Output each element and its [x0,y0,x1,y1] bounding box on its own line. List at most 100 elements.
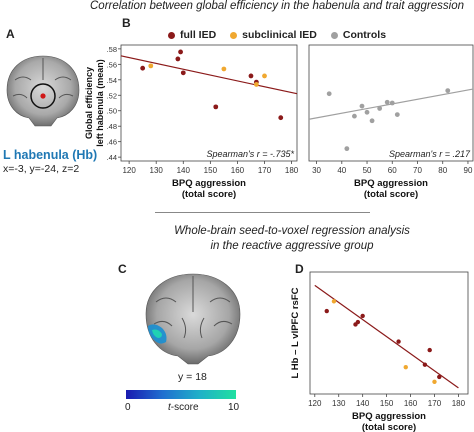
b-right-x-axis-label: BPQ aggression [354,178,428,189]
colorbar-max-label: 10 [228,402,240,413]
legend-item-full-ied: full IED [168,29,216,41]
d-x-tick-label: 170 [428,399,442,408]
d-point-subclinical-ied [403,364,408,370]
b-right-point-controls [326,91,332,97]
b-right-point-controls [344,146,350,152]
legend-label-full-ied: full IED [180,29,217,41]
d-x-axis-label: BPQ aggression [352,411,426,422]
panel-b-charts: 120 130 140 150 160 170 180 .44 .46 .48 .50 .52 .54.… [84,44,474,200]
b-right-point-controls [377,106,383,111]
panel-c-brain [145,273,241,365]
b-right-x-tick-label: 90 [464,166,473,175]
d-point-full-ied [396,339,401,344]
b-right-x-tick-label: 30 [312,166,321,175]
legend-item-subclinical-ied: subclinical IED [230,29,317,41]
b-left-point-full-ied [278,115,284,121]
colorbar-title-t: t [168,402,171,413]
b-left-x-tick-label: 160 [231,166,245,175]
d-x-tick-label: 160 [404,399,418,408]
panel-label-a: A [6,27,15,41]
habenula-marker [40,93,46,99]
panel-d-chart: 120 130 140 150 160 170 180 BPQ aggression(tota… [290,271,469,432]
b-left-point-full-ied [213,104,219,110]
b-right-x-tick-label: 70 [413,166,422,175]
b-right-x-tick-label: 60 [388,166,397,175]
b-left-x-tick-label: 170 [258,166,272,175]
colorbar-title: t-score [168,402,199,413]
b-left-y-axis-label: left habenula (mean) [95,59,105,147]
colorbar-min-label: 0 [125,402,131,413]
b-left-x-tick-label: 150 [204,166,218,175]
header-mid-line-1: Whole-brain seed-to-voxel regression ana… [174,225,410,237]
d-x-tick-label: 130 [332,399,346,408]
d-point-subclinical-ied [432,379,437,384]
b-left-y-tick-label: .50 [107,107,117,116]
b-left-x-tick-label: 130 [150,166,164,175]
legend-label-controls: Controls [342,29,387,41]
d-x-axis-label: (total score) [362,422,416,432]
b-left-point-full-ied [180,70,186,76]
b-left-annotation: Spearman's r = -.735* [206,149,294,159]
colorbar-title-suffix: -score [170,402,199,413]
d-point-subclinical-ied [331,299,337,304]
b-left-point-full-ied [140,65,146,71]
b-left-y-tick-label: .46 [107,138,117,147]
b-left-y-tick-label: .54 [107,76,117,85]
habenula-coords: x=-3, y=-24, z=2 [3,163,80,175]
b-left-point-full-ied [248,73,254,79]
d-x-tick-label: 140 [356,399,370,408]
colorbar [126,390,236,399]
panel-label-d: D [295,262,304,276]
b-left-regression-line [120,55,298,95]
b-right-point-controls [359,103,365,109]
b-left-y-tick-label: .44 [107,153,117,162]
d-point-full-ied [427,347,432,353]
b-left-y-axis-label: Global efficiency [84,67,94,139]
panel-a-brain [6,55,80,127]
d-point-full-ied [437,374,442,380]
header-top: Correlation between global efficiency in… [90,0,464,12]
b-left-y-tick-label: .58 [107,45,117,54]
d-x-tick-label: 180 [452,399,466,408]
d-point-full-ied [355,319,361,325]
b-right-point-controls [394,112,400,117]
b-right-point-controls [369,118,375,124]
b-right-x-tick-label: 80 [438,166,447,175]
b-right-annotation: Spearman's r = .217 [389,149,471,159]
slice-label: y = 18 [178,371,207,383]
legend-swatch-subclinical-ied [230,31,238,39]
b-left-x-tick-label: 180 [285,166,299,175]
b-right-point-controls [384,99,390,105]
legend: full IED subclinical IED Controls [168,29,386,41]
d-regression-line [314,284,459,389]
b-left-y-tick-label: .48 [107,122,117,131]
b-left-point-subclinical-ied [253,82,259,87]
section-divider [155,212,370,213]
habenula-title: L habenula (Hb) [3,148,98,162]
d-plot-frame [309,271,469,395]
b-left-y-tick-label: .56 [107,60,117,69]
panel-label-c: C [118,262,127,276]
legend-swatch-full-ied [168,31,175,39]
habenula-highlight-circle [30,83,56,109]
b-left-x-axis-label: BPQ aggression [172,178,246,189]
b-left-point-full-ied [175,56,181,62]
b-left-y-tick-label: .52 [107,91,117,100]
d-x-tick-label: 150 [380,399,394,408]
b-right-point-controls [352,113,357,119]
b-right-x-axis-label: (total score) [364,189,418,200]
b-left-point-subclinical-ied [148,63,154,69]
b-right-x-tick-label: 40 [337,166,346,175]
b-right-point-controls [445,88,451,94]
b-left-point-full-ied [178,49,183,55]
brain-coronal-slice [6,55,80,127]
b-left-plot-frame [120,44,298,162]
b-left-x-tick-label: 140 [177,166,191,175]
b-left-point-subclinical-ied [262,73,267,79]
legend-label-subclinical-ied: subclinical IED [242,29,317,41]
b-right-point-controls [364,109,370,115]
d-point-full-ied [360,313,365,319]
b-left-x-tick-label: 120 [122,166,136,175]
legend-item-controls: Controls [330,29,387,41]
b-left-x-axis-label: (total score) [182,189,236,200]
